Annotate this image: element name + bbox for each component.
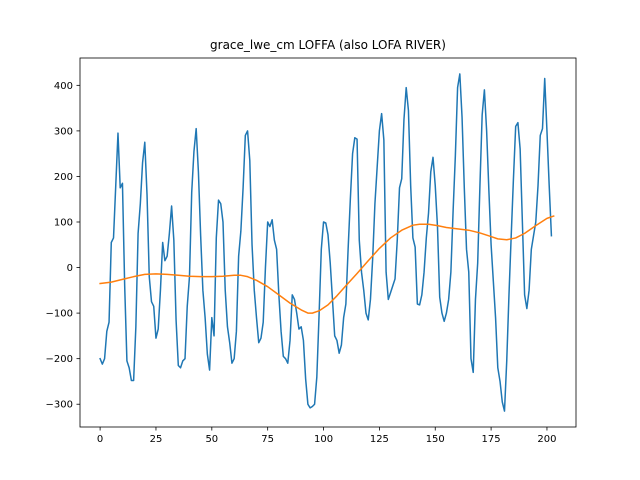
y-tick-label: −300 bbox=[46, 400, 73, 411]
y-tick-label: 400 bbox=[54, 81, 73, 92]
chart-title: grace_lwe_cm LOFFA (also LOFA RIVER) bbox=[210, 38, 446, 52]
x-tick-label: 0 bbox=[97, 434, 103, 445]
x-tick-label: 25 bbox=[150, 434, 163, 445]
x-tick-label: 175 bbox=[482, 434, 501, 445]
y-tick-label: −200 bbox=[46, 354, 73, 365]
y-tick-label: 100 bbox=[54, 218, 73, 229]
axes-layer: 0 25 50 75 100 125 150 175 200 −300 −200 −100 0 100 20… bbox=[46, 57, 577, 445]
x-tick-label: 50 bbox=[205, 434, 218, 445]
y-tick-label: −100 bbox=[46, 309, 73, 320]
series-layer bbox=[99, 73, 555, 412]
x-tick-label: 150 bbox=[426, 434, 445, 445]
series-line-2 bbox=[99, 215, 555, 314]
x-tick-label: 75 bbox=[261, 434, 274, 445]
x-tick-label: 200 bbox=[537, 434, 556, 445]
series-line-1 bbox=[99, 73, 553, 412]
y-tick-label: 0 bbox=[67, 263, 73, 274]
plot-frame bbox=[79, 57, 577, 428]
y-tick-label: 300 bbox=[54, 126, 73, 137]
x-tick-label: 125 bbox=[370, 434, 389, 445]
x-tick-label: 100 bbox=[314, 434, 333, 445]
y-tick-label: 200 bbox=[54, 172, 73, 183]
